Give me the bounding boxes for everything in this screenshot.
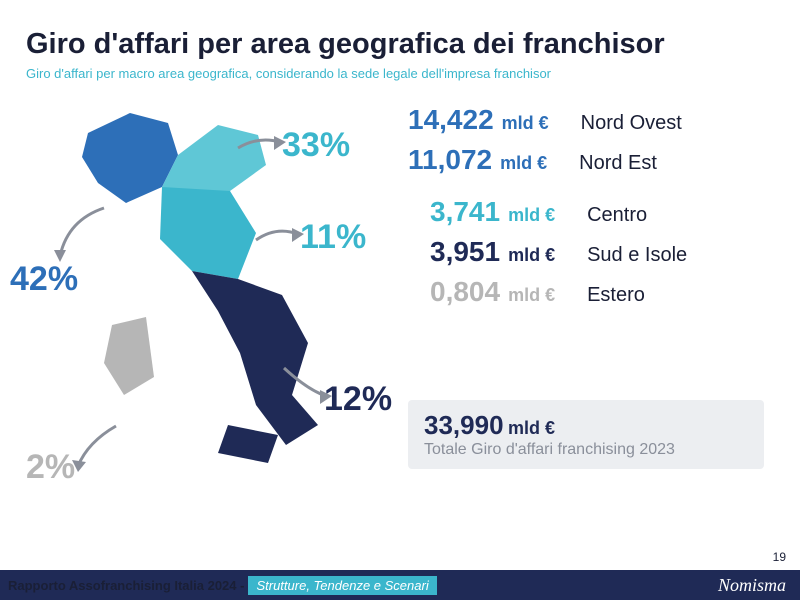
pct-nord-est: 33% [282, 126, 350, 165]
unit-estero: mld € [508, 285, 555, 306]
page-number: 19 [773, 550, 786, 564]
amount-estero: 0,804 [430, 276, 500, 308]
arrow-centro [250, 222, 306, 252]
row-nord-est: 11,072 mld € Nord Est [408, 144, 657, 176]
label-centro: Centro [563, 204, 647, 227]
footer-logo: Nomisma [718, 575, 786, 596]
row-nord-ovest: 14,422 mld € Nord Ovest [408, 104, 682, 136]
total-unit: mld € [508, 418, 555, 438]
map-region-sud [192, 271, 318, 445]
amount-nord-ovest: 14,422 [408, 104, 494, 136]
row-estero: 0,804 mld € Estero [430, 276, 645, 308]
map-region-sicilia [218, 425, 278, 463]
arrow-nord-ovest [50, 200, 120, 270]
arrow-sud [278, 360, 334, 406]
row-centro: 3,741 mld € Centro [430, 196, 647, 228]
footer-bar: Rapporto Assofranchising Italia 2024 - S… [0, 570, 800, 600]
footer-mid: Strutture, Tendenze e Scenari [248, 576, 436, 595]
row-sud-isole: 3,951 mld € Sud e Isole [430, 236, 687, 268]
unit-sud-isole: mld € [508, 245, 555, 266]
map-region-centro [160, 187, 256, 279]
amount-nord-est: 11,072 [408, 144, 492, 176]
unit-nord-est: mld € [500, 153, 547, 174]
pct-centro: 11% [300, 218, 366, 257]
label-estero: Estero [563, 284, 645, 307]
pct-estero: 2% [26, 448, 75, 487]
unit-nord-ovest: mld € [502, 113, 549, 134]
map-region-sardegna [104, 317, 154, 395]
total-label: Totale Giro d'affari franchising 2023 [424, 441, 748, 459]
total-amount: 33,990 [424, 410, 504, 440]
arrow-nord-est [232, 128, 288, 162]
pct-sud-isole: 12% [324, 380, 392, 419]
label-sud-isole: Sud e Isole [563, 244, 687, 267]
unit-centro: mld € [508, 205, 555, 226]
page-subtitle: Giro d'affari per macro area geografica,… [26, 66, 551, 81]
label-nord-ovest: Nord Ovest [557, 112, 682, 135]
slide: Giro d'affari per area geografica dei fr… [0, 0, 800, 600]
amount-centro: 3,741 [430, 196, 500, 228]
arrow-estero [70, 420, 130, 476]
label-nord-est: Nord Est [555, 152, 657, 175]
amount-sud-isole: 3,951 [430, 236, 500, 268]
footer-left: Rapporto Assofranchising Italia 2024 - [0, 578, 244, 593]
page-title: Giro d'affari per area geografica dei fr… [26, 28, 665, 61]
total-block: 33,990 mld € Totale Giro d'affari franch… [408, 400, 764, 469]
